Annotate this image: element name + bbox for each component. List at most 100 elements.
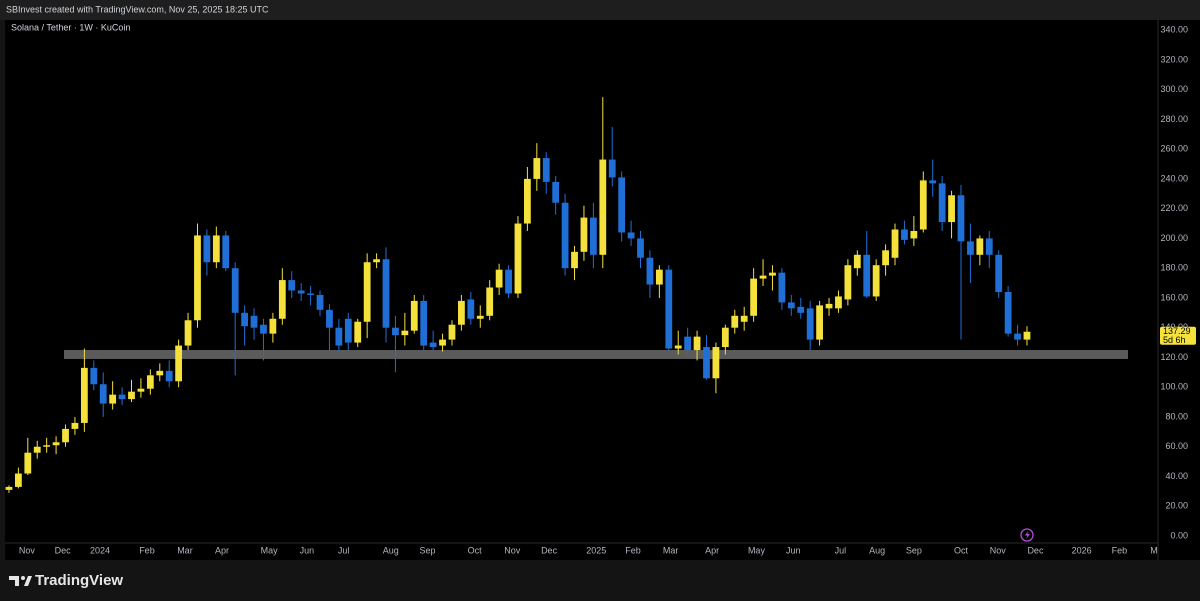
candle-body (297, 290, 305, 294)
candle-body (128, 391, 135, 400)
last-price-tag (1160, 326, 1196, 345)
x-tick-label: Oct (954, 545, 969, 555)
candle-body (967, 241, 974, 255)
x-tick-label: Dec (55, 545, 72, 555)
candle-body (382, 259, 390, 328)
candle-body (175, 345, 183, 382)
candle-body (637, 238, 644, 258)
x-tick-label: Nov (990, 545, 1007, 555)
candle-body (231, 268, 239, 313)
candle-body (938, 183, 946, 223)
candle-body (80, 367, 88, 423)
symbol-title: Solana / Tether · 1W · KuCoin (11, 22, 130, 32)
candle-body (976, 238, 984, 255)
y-tick-label: 340.00 (1160, 24, 1188, 34)
candle-body (693, 336, 701, 351)
candle-body (561, 202, 569, 269)
time-axis (5, 543, 1158, 560)
candle-body (533, 158, 541, 179)
y-tick-label: 320.00 (1160, 54, 1188, 64)
x-tick-label: Jul (835, 545, 847, 555)
y-tick-label: 40.00 (1165, 471, 1188, 481)
candle-body (674, 345, 682, 349)
candle-body (957, 195, 965, 242)
x-axis: Nov Dec 2024 Feb Mar Apr May Jun Jul Aug Sep Oct Nov… (19, 545, 1166, 555)
candle-body (24, 452, 32, 474)
brand-logo (9, 576, 32, 586)
candle-body (571, 251, 578, 269)
candle-body (665, 269, 673, 349)
x-tick-label: Mar (663, 545, 679, 555)
candle-body (410, 300, 418, 331)
candle-body (90, 367, 98, 385)
x-tick-label: 2025 (586, 545, 606, 555)
candle-body (778, 272, 786, 303)
plot (5, 97, 1128, 493)
candle-body (194, 235, 201, 321)
candle-body (118, 394, 126, 400)
y-tick-label: 240.00 (1160, 173, 1188, 183)
brand: TradingView (35, 572, 123, 589)
candle-body (184, 320, 192, 346)
x-tick-label: Dec (541, 545, 558, 555)
candle-body (71, 422, 79, 429)
candle-body (401, 330, 409, 336)
candle-body (599, 159, 607, 255)
candle-body (872, 265, 880, 297)
x-tick-label: 2024 (90, 545, 110, 555)
candle-body (354, 321, 362, 343)
x-tick-label: Jul (338, 545, 350, 555)
candle-body (552, 181, 560, 203)
y-tick-label: 220.00 (1160, 203, 1188, 213)
y-tick-label: 300.00 (1160, 84, 1188, 94)
candle-body (344, 318, 352, 343)
candle-body (863, 254, 871, 297)
candle-body (505, 269, 512, 294)
x-tick-label: 2026 (1072, 545, 1092, 555)
candle-body (816, 305, 823, 340)
x-tick-label: Sep (419, 545, 435, 555)
candle-body (33, 446, 41, 453)
y-tick-label: 60.00 (1165, 441, 1188, 451)
candle-body (901, 229, 908, 240)
candle-body (5, 486, 13, 490)
candle-body (882, 250, 889, 266)
y-tick-label: 0.00 (1170, 530, 1188, 540)
candle-body (759, 275, 767, 279)
candle-body (948, 195, 955, 223)
candle-body (156, 370, 164, 376)
x-tick-label: Jun (300, 545, 315, 555)
candle-body (580, 217, 588, 252)
y-tick-label: 180.00 (1160, 263, 1188, 273)
y-tick-label: 20.00 (1165, 501, 1188, 511)
x-tick-label: Nov (504, 545, 521, 555)
candle-body (1004, 291, 1012, 334)
candle-body (307, 293, 314, 295)
candle-body (853, 254, 861, 269)
candle-body (467, 299, 475, 319)
x-tick-label: Sep (906, 545, 922, 555)
candle-body (995, 254, 1003, 292)
candle-body (212, 235, 220, 263)
candle-body (646, 257, 654, 285)
x-tick-label: May (748, 545, 766, 555)
plot-area (5, 20, 1158, 543)
candle-body (787, 302, 795, 309)
candle-body (910, 230, 918, 239)
candle-body (62, 428, 69, 443)
candle-body (891, 229, 899, 258)
x-tick-label: Apr (705, 545, 719, 555)
x-tick-label: Mar (1150, 545, 1166, 555)
y-tick-label: 80.00 (1165, 411, 1188, 421)
candle-body (137, 388, 145, 392)
candle-body (731, 315, 739, 328)
candle-body (373, 259, 380, 263)
candle-body (165, 370, 173, 382)
candle-body (684, 336, 692, 351)
countdown: 5d 6h (1163, 335, 1186, 345)
candle-body (589, 217, 597, 255)
candle-body (721, 327, 729, 348)
candle-body (458, 300, 465, 325)
alert-icon[interactable] (1020, 528, 1034, 542)
